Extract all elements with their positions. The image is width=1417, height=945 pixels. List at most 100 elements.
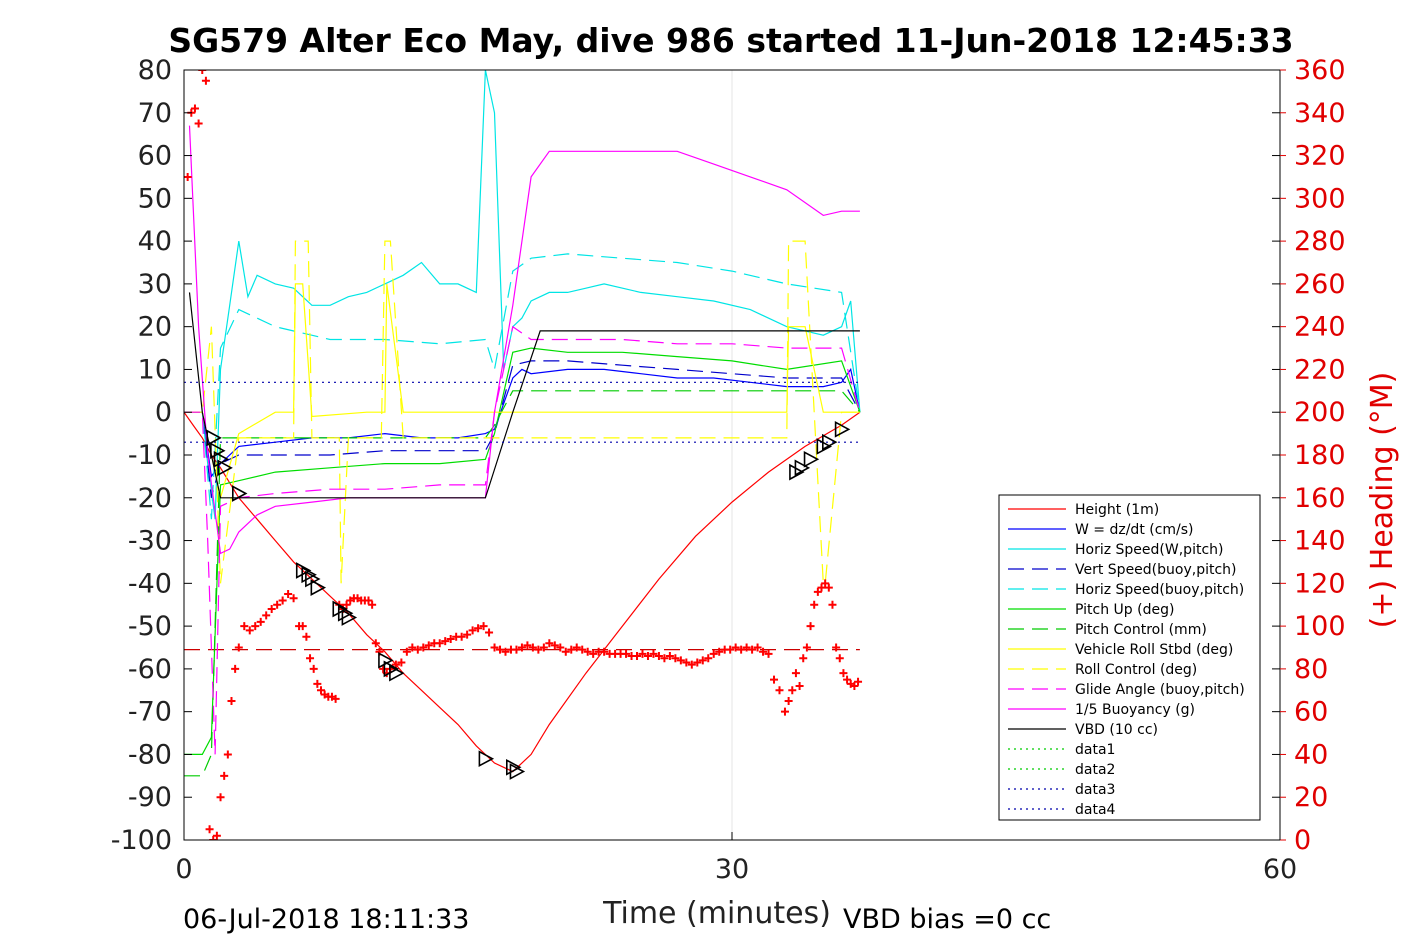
heading-point <box>802 643 811 652</box>
legend-entry-label: Horiz Speed(buoy,pitch) <box>1075 582 1244 598</box>
heading-point <box>479 622 488 631</box>
heading-point <box>485 628 494 637</box>
heading-point <box>753 643 762 652</box>
heading-point <box>435 639 444 648</box>
heading-point <box>313 679 322 688</box>
heading-point <box>709 649 718 658</box>
heading-point <box>227 696 236 705</box>
heading-point <box>715 647 724 656</box>
y-right-tick-label: 60 <box>1294 697 1328 728</box>
heading-point <box>693 658 702 667</box>
legend-entry-label: 1/5 Buoyancy (g) <box>1075 702 1195 718</box>
y-right-tick-label: 280 <box>1294 226 1346 257</box>
heading-point <box>402 647 411 656</box>
heading-point <box>306 654 315 663</box>
y-right-tick-label: 300 <box>1294 183 1346 214</box>
y-right-tick-label: 120 <box>1294 568 1346 599</box>
heading-point <box>379 664 388 673</box>
heading-point <box>589 649 598 658</box>
heading-point <box>278 596 287 605</box>
y-tick-label: -50 <box>128 611 172 642</box>
heading-point <box>633 652 642 661</box>
heading-point <box>317 686 325 695</box>
heading-point <box>824 583 833 592</box>
heading-point <box>654 652 663 661</box>
chart-title: SG579 Alter Eco May, dive 986 started 11… <box>168 21 1293 60</box>
heading-point <box>556 643 565 652</box>
heading-point <box>413 645 422 654</box>
dive-marker <box>305 570 321 588</box>
heading-point <box>561 647 570 656</box>
legend-entry-label: data2 <box>1075 762 1115 778</box>
dive-marker <box>295 562 312 579</box>
heading-point <box>419 643 428 652</box>
y-tick-label: -80 <box>128 739 172 770</box>
legend-entry-label: W = dz/dt (cm/s) <box>1075 522 1194 538</box>
series-line-8 <box>184 283 860 498</box>
legend-entry-label: Horiz Speed(W,pitch) <box>1075 542 1223 558</box>
heading-point <box>517 643 526 652</box>
dive-marker <box>803 450 820 468</box>
y-right-tick-label: 140 <box>1294 526 1346 557</box>
y-axis-right-label: (+) Heading (°M) <box>1365 372 1400 629</box>
heading-point <box>528 643 537 652</box>
legend-entry-label: Vehicle Roll Stbd (deg) <box>1075 642 1233 658</box>
heading-point <box>490 643 499 652</box>
x-axis-label: Time (minutes) <box>602 896 831 931</box>
y-right-tick-label: 220 <box>1294 354 1346 385</box>
y-right-tick-label: 240 <box>1294 312 1346 343</box>
dive-marker <box>337 604 354 622</box>
heading-point <box>408 643 417 652</box>
heading-point <box>780 707 789 716</box>
legend-entry-label: Glide Angle (buoy,pitch) <box>1075 682 1245 698</box>
heading-point <box>234 643 243 652</box>
heading-point <box>850 682 859 690</box>
heading-point <box>446 634 455 643</box>
y-right-tick-label: 200 <box>1294 397 1346 428</box>
heading-point <box>309 664 318 673</box>
heading-point <box>201 76 210 85</box>
heading-point <box>704 654 713 663</box>
y-tick-label: 50 <box>138 183 172 214</box>
heading-point <box>817 583 826 592</box>
heading-point <box>342 600 351 609</box>
dive-marker <box>217 459 233 477</box>
heading-point <box>457 632 466 641</box>
heading-point <box>501 647 510 656</box>
y-tick-label: -90 <box>128 782 172 813</box>
heading-point <box>643 652 652 661</box>
heading-point <box>843 675 852 684</box>
heading-point <box>550 641 559 650</box>
heading-point <box>731 643 740 652</box>
legend-entry-label: Pitch Up (deg) <box>1075 602 1174 618</box>
series-line-12 <box>188 292 860 499</box>
series-line-10 <box>184 325 861 755</box>
heading-point <box>302 632 311 641</box>
heading-point <box>190 104 199 113</box>
heading-point <box>682 658 691 667</box>
y-tick-label: 40 <box>138 226 172 257</box>
dive-marker <box>822 433 838 451</box>
heading-point <box>665 652 674 661</box>
heading-point <box>832 643 841 652</box>
heading-point <box>209 836 218 840</box>
y-right-tick-label: 360 <box>1294 55 1346 86</box>
heading-point <box>539 643 548 652</box>
heading-point <box>775 686 784 695</box>
heading-point <box>368 600 377 609</box>
y-right-tick-label: 260 <box>1294 269 1346 300</box>
heading-point <box>676 656 685 665</box>
x-tick-label: 0 <box>175 854 192 885</box>
dive-marker <box>478 750 495 768</box>
heading-point <box>821 579 830 588</box>
heading-point <box>298 622 307 631</box>
heading-point <box>660 654 669 663</box>
heading-point <box>397 658 406 667</box>
y-right-tick-label: 340 <box>1294 98 1346 129</box>
heading-point <box>284 590 293 599</box>
heading-point <box>835 654 844 663</box>
heading-point <box>262 611 271 620</box>
legend-entry-label: VBD (10 cc) <box>1075 722 1158 738</box>
series-line-5 <box>184 253 861 520</box>
y-right-tick-label: 180 <box>1294 440 1346 471</box>
